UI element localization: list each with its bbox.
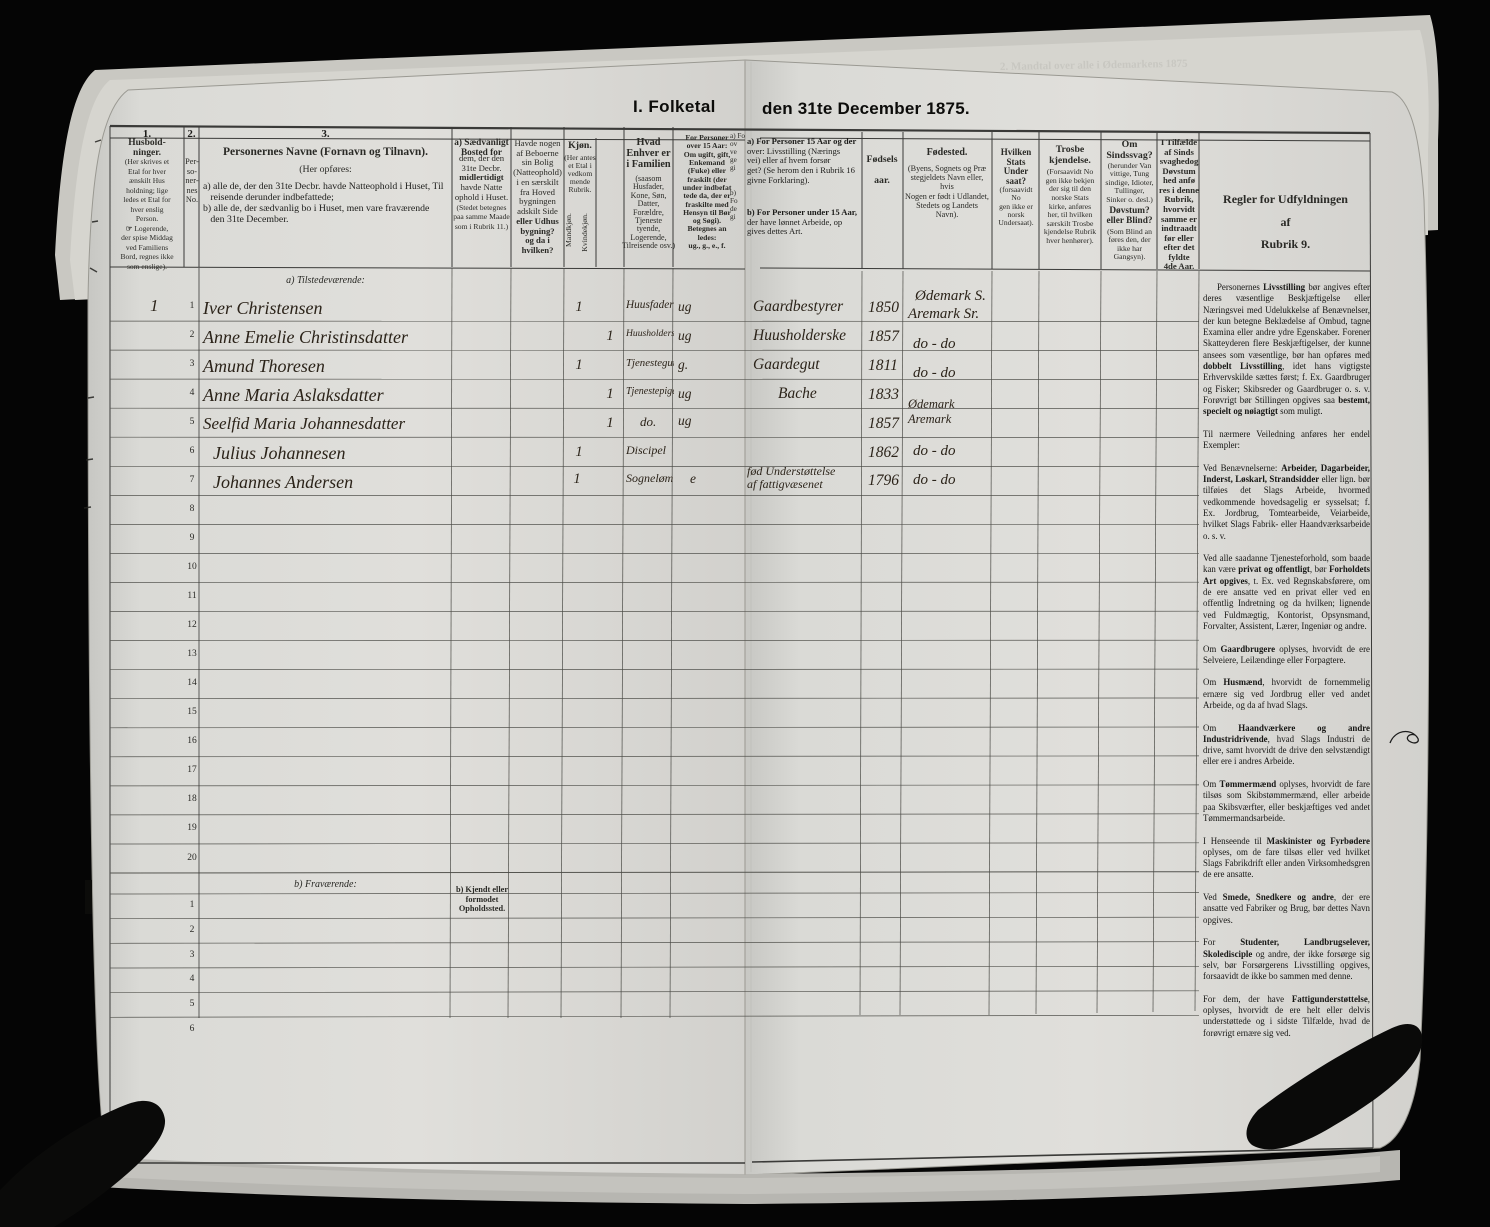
svg-text:I. Folketal: I. Folketal (633, 97, 716, 116)
svg-text:den 31te December 1875.: den 31te December 1875. (762, 99, 970, 118)
